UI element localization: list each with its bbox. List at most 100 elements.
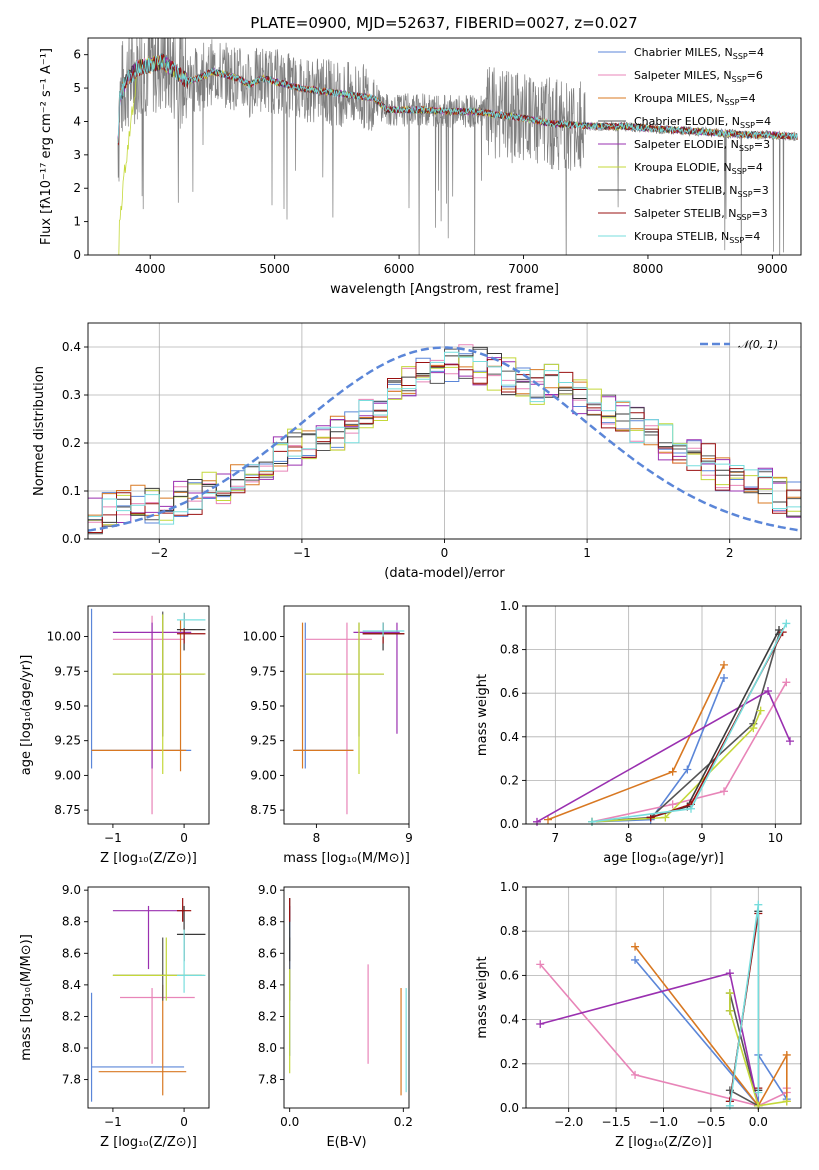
normal-curve xyxy=(88,346,799,532)
mass-vs-Z-axes: −1 0 7.8 8.0 8.2 8.4 8.6 8.8 9.0 Z [log₁₀(Z/Z⊙)] m… xyxy=(19,883,210,1150)
weight-marker-kroupa-elodie xyxy=(749,724,758,733)
weight-marker-kroupa-elodie xyxy=(725,1006,734,1015)
x-tick-label: 8 xyxy=(313,831,321,845)
y-tick-label: 8.6 xyxy=(258,946,277,960)
histogram-kroupa-stelib xyxy=(88,351,801,525)
age-vs-mass-xlabel: mass [log₁₀(M/M⊙)] xyxy=(283,851,410,866)
legend-label: Kroupa MILES, NSSP=4 xyxy=(634,92,756,107)
y-tick-label: 8.6 xyxy=(62,946,81,960)
y-tick-label: 1.0 xyxy=(500,880,519,894)
mass-vs-ebv-plot-area xyxy=(289,898,407,1096)
x-tick-label: −1 xyxy=(104,1115,122,1129)
mass-vs-ebv-xlabel: E(B-V) xyxy=(326,1135,366,1150)
y-tick-label: 9.00 xyxy=(250,768,277,782)
y-tick-label: 0 xyxy=(73,248,81,262)
age-vs-Z-frame xyxy=(87,605,210,825)
x-tick-label: −1.5 xyxy=(602,1115,631,1129)
weight-line-kroupa-elodie xyxy=(591,710,762,823)
weight-marker-kroupa-stelib xyxy=(588,817,596,826)
weight-line-kroupa-elodie xyxy=(729,993,787,1107)
mass-vs-Z-frame xyxy=(87,886,210,1109)
y-tick-label: 9.25 xyxy=(250,734,277,748)
weight-marker-kroupa-miles xyxy=(631,942,640,951)
x-tick-label: −0.5 xyxy=(696,1115,725,1129)
weight-marker-kroupa-elodie xyxy=(661,813,670,822)
y-tick-label: 8.8 xyxy=(62,915,81,929)
weight-marker-kroupa-elodie xyxy=(782,1097,791,1106)
weight-marker-salpeter-miles xyxy=(668,800,677,809)
y-tick-label: 8.75 xyxy=(54,803,81,817)
y-tick-label: 9.25 xyxy=(54,734,81,748)
histogram-kroupa-elodie xyxy=(88,356,801,526)
weight-line-salpeter-elodie xyxy=(539,972,760,1106)
figure-title: PLATE=0900, MJD=52637, FIBERID=0027, z=0… xyxy=(250,14,637,32)
legend-label: Salpeter STELIB, NSSP=3 xyxy=(634,207,768,222)
weight-marker-kroupa-elodie xyxy=(725,989,734,998)
y-tick-label: 9.75 xyxy=(250,664,277,678)
weight-marker-salpeter-elodie xyxy=(786,737,794,746)
y-tick-label: 0.0 xyxy=(62,532,81,546)
y-tick-label: 8.4 xyxy=(62,978,81,992)
weight-vs-age-axes: 7 8 9 10 0.0 0.2 0.4 0.6 0.8 1.0 age [log₁₀(age/yr… xyxy=(475,599,802,866)
y-tick-label: 0.0 xyxy=(500,1101,519,1115)
x-tick-label: 0 xyxy=(441,546,449,560)
y-tick-label: 0.2 xyxy=(500,1057,519,1071)
weight-marker-chabrier-miles xyxy=(631,955,640,964)
y-tick-label: 4 xyxy=(73,114,81,128)
x-tick-label: 9 xyxy=(698,831,706,845)
y-tick-label: 8.8 xyxy=(258,915,277,929)
y-tick-label: 8.75 xyxy=(250,803,277,817)
histogram-chabrier-stelib xyxy=(88,346,801,523)
y-tick-label: 9.0 xyxy=(258,883,277,897)
x-tick-label: 7 xyxy=(552,831,560,845)
weight-vs-Z-axes: −2.0 −1.5 −1.0 −0.5 0.0 0.0 0.2 0.4 0.6 0.8 1.0 Z [… xyxy=(475,880,802,1150)
legend-label: Chabrier ELODIE, NSSP=4 xyxy=(634,115,771,130)
age-vs-Z-plot-area xyxy=(90,608,206,815)
spectrum-plot-area xyxy=(117,38,798,255)
y-tick-label: 10.00 xyxy=(47,630,81,644)
mass-vs-Z-xlabel: Z [log₁₀(Z/Z⊙)] xyxy=(100,1135,197,1150)
mass-vs-ebv-axes: 0.0 0.2 7.8 8.0 8.2 8.4 8.6 8.8 9.0 E(B-V) xyxy=(258,883,413,1150)
mass-vs-Z-ylabel: mass [log₁₀(M/M⊙)] xyxy=(19,934,34,1061)
y-tick-label: 9.50 xyxy=(54,699,81,713)
residuals-xlabel: (data-model)/error xyxy=(384,566,505,581)
x-tick-label: −1 xyxy=(104,831,122,845)
y-tick-label: 3 xyxy=(73,148,81,162)
x-tick-label: −2.0 xyxy=(554,1115,583,1129)
histogram-chabrier-elodie xyxy=(88,348,801,535)
weight-marker-kroupa-miles xyxy=(544,815,552,824)
weight-line-salpeter-miles xyxy=(591,681,787,823)
weight-vs-Z-plot-area xyxy=(536,900,791,1110)
y-tick-label: 9.50 xyxy=(250,699,277,713)
weight-line-chabrier-miles xyxy=(591,677,725,823)
x-tick-label: 0 xyxy=(180,831,188,845)
age-vs-mass-frame xyxy=(283,605,410,825)
weight-marker-kroupa-elodie xyxy=(756,706,765,715)
y-tick-label: 9.00 xyxy=(54,768,81,782)
weight-marker-salpeter-elodie xyxy=(533,817,541,826)
x-tick-label: −1 xyxy=(293,546,311,560)
weight-marker-chabrier-miles xyxy=(683,765,692,774)
histogram-salpeter-miles xyxy=(88,344,801,523)
weight-marker-salpeter-elodie xyxy=(536,1020,545,1029)
spectrum-axes: 4000 5000 6000 7000 8000 9000 0 1 2 3 4 5 6 wavelengt… xyxy=(39,37,802,297)
weight-marker-salpeter-miles xyxy=(720,787,728,796)
x-tick-label: 9 xyxy=(405,831,413,845)
y-tick-label: 8.2 xyxy=(258,1009,277,1023)
mass-vs-ebv-frame xyxy=(283,886,410,1109)
plots-container: 4000 5000 6000 7000 8000 90000123456wavelengt… xyxy=(19,37,802,1150)
weight-vs-age-plot-area xyxy=(533,619,794,826)
y-tick-label: 0.4 xyxy=(500,1013,519,1027)
residuals-legend: 𝒩(0, 1) xyxy=(700,338,778,351)
x-tick-label: 10 xyxy=(768,831,783,845)
x-tick-label: 0.0 xyxy=(749,1115,768,1129)
legend-label: Chabrier STELIB, NSSP=3 xyxy=(634,184,769,199)
model-spectrum-kroupa-stelib xyxy=(117,53,798,144)
x-tick-label: 6000 xyxy=(384,262,415,276)
y-tick-label: 8.0 xyxy=(258,1041,277,1055)
mass-vs-Z-plot-area xyxy=(90,898,206,1102)
weight-line-kroupa-stelib xyxy=(729,904,760,1106)
x-tick-label: −1.0 xyxy=(649,1115,678,1129)
weight-marker-kroupa-stelib xyxy=(725,1101,734,1110)
